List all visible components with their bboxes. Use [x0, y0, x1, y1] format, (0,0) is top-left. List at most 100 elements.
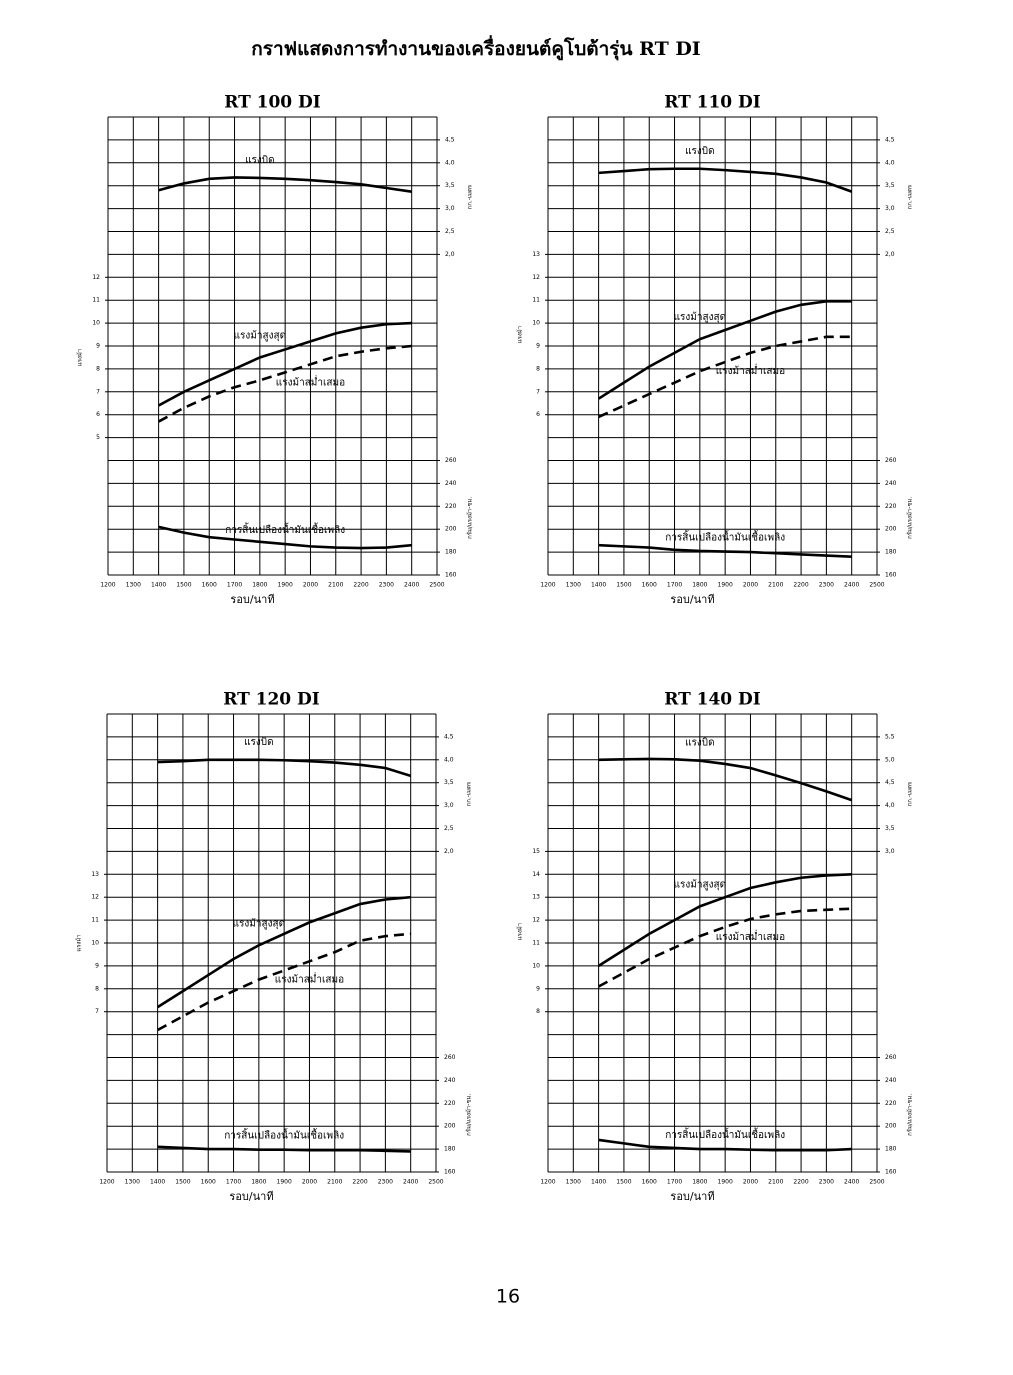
y3-axis-label: กรัม/แรงม้า-ชม.: [907, 1094, 914, 1136]
x-tick-label: 1500: [616, 1179, 631, 1186]
series-label: แรงม้าสม่ำเสมอ: [276, 374, 345, 388]
series-label: แรงม้าสม่ำเสมอ: [716, 363, 785, 377]
y3-tick-label: 260: [445, 457, 457, 464]
x-tick-label: 2000: [302, 1179, 317, 1186]
y2-tick-label: 4,5: [885, 136, 895, 143]
y3-tick-label: 200: [445, 526, 457, 533]
y2-tick-label: 4,5: [885, 779, 895, 786]
x-tick-label: 2200: [793, 1179, 808, 1186]
y2-tick-label: 4,5: [444, 733, 454, 740]
y3-axis-label: กรัม/แรงม้า-ชม.: [466, 1094, 473, 1136]
x-tick-label: 2500: [869, 582, 884, 589]
y-tick-label: 15: [532, 848, 540, 855]
y-tick-label: 5: [96, 434, 100, 441]
y-tick-label: 13: [91, 871, 99, 878]
y-axis-label: แรงม้า: [517, 923, 524, 940]
y2-tick-label: 2,0: [885, 251, 895, 258]
series-line: [598, 757, 853, 802]
y3-tick-label: 180: [885, 1146, 897, 1153]
y3-tick-label: 200: [885, 1123, 897, 1130]
y-axis-label: แรงม้า: [77, 349, 84, 366]
x-axis-label: รอบ/นาที: [229, 1190, 273, 1203]
series-line: [597, 907, 852, 988]
series-line: [156, 932, 411, 1032]
y3-tick-label: 180: [444, 1146, 456, 1153]
x-tick-label: 1600: [201, 1179, 216, 1186]
y3-tick-label: 240: [445, 480, 457, 487]
series-label: การสิ้นเปลืองน้ำมันเชื้อเพลิง: [225, 522, 345, 536]
x-tick-label: 1900: [718, 1179, 733, 1186]
y2-tick-label: 4,5: [445, 136, 455, 143]
y-axis-label: แรงม้า: [517, 326, 524, 343]
series-label: แรงบิด: [685, 146, 715, 157]
y2-axis-label: กก.-เมตร: [467, 184, 474, 209]
x-tick-label: 1600: [202, 582, 217, 589]
x-tick-label: 1400: [150, 1179, 165, 1186]
y-axis-label: แรงม้า: [76, 934, 83, 951]
y3-tick-label: 160: [885, 1169, 897, 1176]
y-tick-label: 11: [532, 940, 540, 947]
y3-tick-label: 200: [444, 1123, 456, 1130]
x-tick-label: 1300: [566, 1179, 581, 1186]
x-tick-label: 2400: [404, 582, 419, 589]
y3-tick-label: 260: [885, 457, 897, 464]
y2-tick-label: 3,0: [885, 848, 895, 855]
x-tick-label: 2400: [844, 1179, 859, 1186]
y2-tick-label: 4,0: [445, 159, 455, 166]
series-line: [597, 873, 852, 967]
y2-tick-label: 3,5: [445, 182, 455, 189]
series-label: แรงม้าสูงสุด: [233, 917, 286, 929]
y3-tick-label: 260: [444, 1054, 456, 1061]
x-tick-label: 2000: [743, 1179, 758, 1186]
x-tick-label: 2000: [743, 582, 758, 589]
y-tick-label: 10: [92, 320, 100, 327]
chart-title: RT 110 DI: [664, 93, 761, 113]
x-tick-label: 1800: [692, 582, 707, 589]
x-tick-label: 1600: [642, 582, 657, 589]
y3-tick-label: 240: [885, 480, 897, 487]
y2-tick-label: 4,0: [444, 756, 454, 763]
y2-axis-label: กก.-เมตร: [907, 781, 914, 806]
series-label: การสิ้นเปลืองน้ำมันเชื้อเพลิง: [224, 1128, 344, 1142]
x-tick-label: 1900: [278, 582, 293, 589]
y-tick-label: 13: [532, 894, 540, 901]
x-tick-label: 2500: [429, 582, 444, 589]
series-line: [158, 525, 412, 550]
y3-tick-label: 220: [444, 1100, 456, 1107]
x-tick-label: 1300: [126, 582, 141, 589]
y3-tick-label: 220: [885, 1100, 897, 1107]
y-tick-label: 9: [96, 343, 100, 350]
series-label: แรงม้าสม่ำเสมอ: [275, 971, 344, 985]
y-tick-label: 12: [532, 274, 540, 281]
y2-tick-label: 3,5: [885, 825, 895, 832]
y-tick-label: 12: [92, 274, 100, 281]
y2-tick-label: 3,0: [885, 205, 895, 212]
y3-tick-label: 220: [445, 503, 457, 510]
y2-tick-label: 3,0: [445, 205, 455, 212]
x-tick-label: 1700: [227, 582, 242, 589]
x-tick-label: 2400: [844, 582, 859, 589]
y2-tick-label: 2,5: [885, 228, 895, 235]
series-label: แรงบิด: [685, 738, 715, 749]
series-label: แรงม้าสูงสุด: [674, 311, 727, 323]
series-line: [157, 344, 412, 423]
x-tick-label: 2200: [793, 582, 808, 589]
y3-axis-label: กรัม/แรงม้า-ชม.: [467, 497, 474, 539]
x-tick-label: 1700: [667, 582, 682, 589]
y2-tick-label: 3,0: [444, 802, 454, 809]
y-tick-label: 14: [532, 871, 540, 878]
y-tick-label: 13: [532, 251, 540, 258]
series-label: การสิ้นเปลืองน้ำมันเชื้อเพลิง: [665, 530, 785, 544]
series-label: แรงบิด: [244, 737, 274, 748]
x-tick-label: 2100: [768, 582, 783, 589]
x-tick-label: 1500: [616, 582, 631, 589]
x-tick-label: 2500: [869, 1179, 884, 1186]
x-tick-label: 2300: [379, 582, 394, 589]
y-tick-label: 11: [92, 297, 100, 304]
x-tick-label: 2100: [768, 1179, 783, 1186]
x-tick-label: 1200: [540, 1179, 555, 1186]
y-tick-label: 6: [96, 411, 100, 418]
y2-tick-label: 3,5: [444, 779, 454, 786]
